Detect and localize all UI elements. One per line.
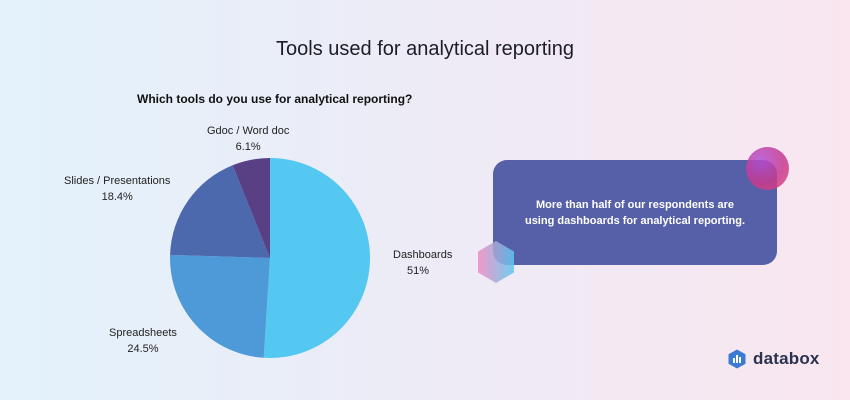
slice-label-dashboards: Dashboards 51% xyxy=(393,247,452,279)
brand-logo: databox xyxy=(727,349,820,369)
slice-label-slides-name: Slides / Presentations xyxy=(64,175,171,187)
brand-name: databox xyxy=(753,349,820,368)
slice-label-spreadsheets-value: 24.5% xyxy=(127,343,159,355)
databox-logo-icon xyxy=(728,349,746,369)
slice-label-slides: Slides / Presentations 18.4% xyxy=(64,173,170,205)
slice-label-spreadsheets: Spreadsheets 24.5% xyxy=(109,325,177,357)
callout-text: More than half of our respondents are us… xyxy=(524,198,746,227)
slice-label-spreadsheets-name: Spreadsheets xyxy=(109,327,177,339)
slice-label-gdoc: Gdoc / Word doc 6.1% xyxy=(207,123,289,155)
decorative-hexagon xyxy=(478,241,514,283)
callout-box: More than half of our respondents are us… xyxy=(493,160,777,265)
pie-slice-gdoc xyxy=(232,158,270,258)
pie-slice-spreadsheets xyxy=(170,254,270,358)
decorative-circle xyxy=(746,147,789,190)
slice-label-slides-value: 18.4% xyxy=(101,191,133,203)
slice-label-gdoc-name: Gdoc / Word doc xyxy=(207,125,290,137)
slice-label-gdoc-value: 6.1% xyxy=(235,141,261,153)
chart-title: Which tools do you use for analytical re… xyxy=(137,92,413,106)
pie-slice-dashboards xyxy=(263,158,371,358)
pie-slice-slides xyxy=(170,165,270,258)
page-title: Tools used for analytical reporting xyxy=(276,38,574,60)
slice-label-dashboards-name: Dashboards xyxy=(393,249,453,261)
slice-label-dashboards-value: 51% xyxy=(407,265,430,277)
